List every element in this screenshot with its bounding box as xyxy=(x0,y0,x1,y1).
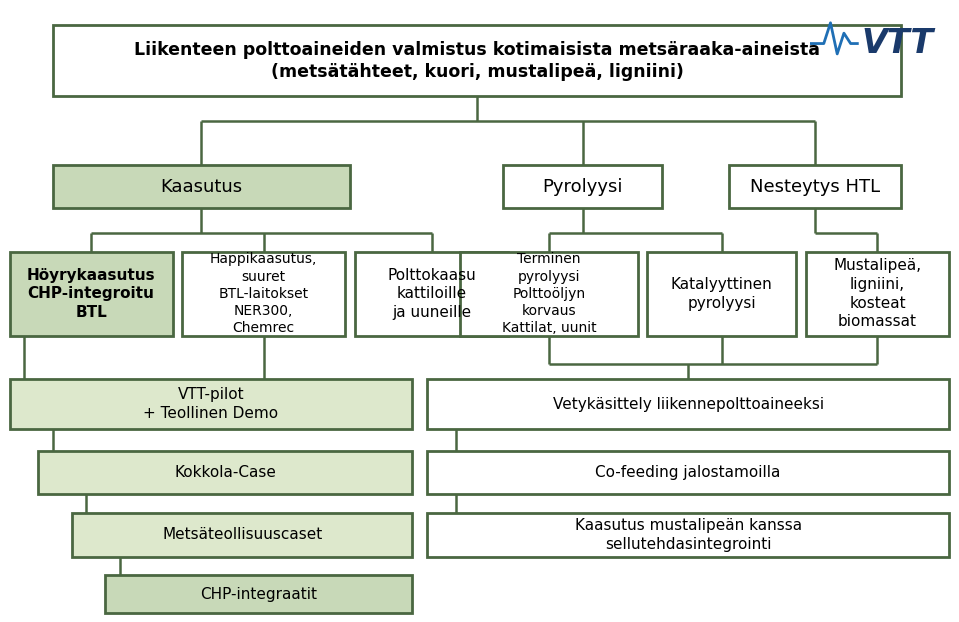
Text: Kaasutus mustalipeän kanssa
sellutehdasintegrointi: Kaasutus mustalipeän kanssa sellutehdasi… xyxy=(574,518,802,552)
Text: Liikenteen polttoaineiden valmistus kotimaisista metsäraaka-aineista
(metsätähte: Liikenteen polttoaineiden valmistus koti… xyxy=(134,40,820,81)
FancyBboxPatch shape xyxy=(10,379,412,429)
FancyBboxPatch shape xyxy=(427,451,949,494)
FancyBboxPatch shape xyxy=(105,575,412,613)
FancyBboxPatch shape xyxy=(460,252,638,336)
Text: Vetykäsittely liikennepolttoaineeksi: Vetykäsittely liikennepolttoaineeksi xyxy=(552,397,824,412)
FancyBboxPatch shape xyxy=(53,25,901,96)
FancyBboxPatch shape xyxy=(503,165,662,208)
FancyBboxPatch shape xyxy=(427,379,949,429)
Text: Metsäteollisuuscaset: Metsäteollisuuscaset xyxy=(162,527,322,542)
FancyBboxPatch shape xyxy=(38,451,412,494)
Text: Höyrykaasutus
CHP-integroitu
BTL: Höyrykaasutus CHP-integroitu BTL xyxy=(27,268,155,320)
Text: Pyrolyysi: Pyrolyysi xyxy=(543,178,622,195)
FancyBboxPatch shape xyxy=(647,252,796,336)
FancyBboxPatch shape xyxy=(806,252,949,336)
FancyBboxPatch shape xyxy=(53,165,350,208)
Text: CHP-integraatit: CHP-integraatit xyxy=(200,587,317,601)
FancyBboxPatch shape xyxy=(729,165,901,208)
Text: Co-feeding jalostamoilla: Co-feeding jalostamoilla xyxy=(596,465,781,480)
FancyBboxPatch shape xyxy=(427,513,949,557)
Text: Polttokaasu
kattiloille
ja uuneille: Polttokaasu kattiloille ja uuneille xyxy=(387,268,476,320)
Text: VTT-pilot
+ Teollinen Demo: VTT-pilot + Teollinen Demo xyxy=(144,388,278,421)
Text: Terminen
pyrolyysi
Polttoöljyn
korvaus
Kattilat, uunit: Terminen pyrolyysi Polttoöljyn korvaus K… xyxy=(502,253,596,335)
FancyBboxPatch shape xyxy=(10,252,173,336)
FancyBboxPatch shape xyxy=(72,513,412,557)
Text: Mustalipeä,
ligniini,
kosteat
biomassat: Mustalipeä, ligniini, kosteat biomassat xyxy=(833,259,922,329)
FancyBboxPatch shape xyxy=(182,252,345,336)
Text: Kaasutus: Kaasutus xyxy=(160,178,243,195)
Text: Happikaasutus,
suuret
BTL-laitokset
NER300,
Chemrec: Happikaasutus, suuret BTL-laitokset NER3… xyxy=(210,253,317,335)
FancyBboxPatch shape xyxy=(355,252,508,336)
Text: Nesteytys HTL: Nesteytys HTL xyxy=(750,178,880,195)
Text: Kokkola-Case: Kokkola-Case xyxy=(175,465,276,480)
Text: VTT: VTT xyxy=(861,27,933,60)
Text: Katalyyttinen
pyrolyysi: Katalyyttinen pyrolyysi xyxy=(670,277,773,311)
